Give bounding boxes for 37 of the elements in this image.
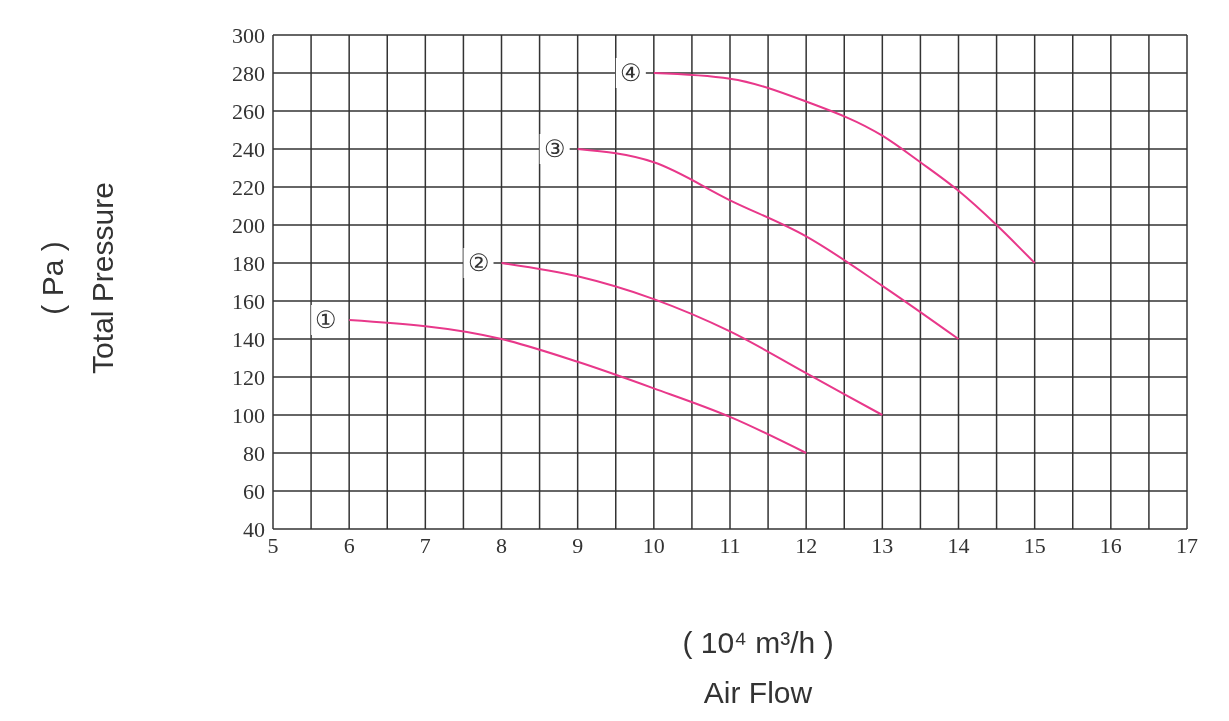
line-series [576, 148, 960, 340]
y-tick-label: 100 [232, 402, 265, 428]
line-series [348, 319, 808, 454]
series-label: ① [315, 306, 338, 333]
y-tick-label: 120 [232, 364, 265, 390]
y-axis-title: ( Pa ) Total Pressure [35, 181, 120, 376]
y-tick-label: 260 [232, 98, 265, 124]
x-tick-label: 11 [719, 532, 741, 558]
x-axis-title: ( 10⁴ m³/h ) Air Flow [681, 625, 835, 711]
y-tick-label: 60 [243, 478, 265, 504]
y-tick-label: 180 [232, 250, 265, 276]
x-tick-label: 16 [1099, 532, 1122, 558]
series-label: ② [467, 249, 490, 276]
x-tick-label: 15 [1023, 532, 1046, 558]
x-tick-label: 9 [572, 532, 584, 558]
y-tick-label: 160 [232, 288, 265, 314]
y-tick-label: 220 [232, 174, 265, 200]
x-tick-label: 8 [496, 532, 507, 558]
line-series [652, 72, 1036, 264]
y-tick-label: 300 [232, 22, 265, 48]
x-tick-label: 17 [1176, 532, 1198, 558]
x-tick-label: 10 [642, 532, 665, 558]
series-label: ④ [619, 59, 642, 86]
y-tick-label: 240 [232, 136, 265, 162]
y-tick-label: 80 [243, 440, 265, 466]
series-label: ③ [543, 135, 566, 162]
x-tick-label: 13 [871, 532, 894, 558]
x-tick-label: 12 [795, 532, 818, 558]
y-tick-label: 280 [232, 60, 265, 86]
x-tick-label: 14 [947, 532, 970, 558]
x-tick-label: 7 [419, 532, 431, 558]
x-tick-label: 6 [343, 532, 355, 558]
y-tick-label: 200 [232, 212, 265, 238]
line-series [500, 262, 884, 416]
x-tick-label: 5 [267, 532, 279, 558]
y-tick-label: 140 [232, 326, 265, 352]
y-tick-label: 40 [243, 516, 265, 542]
